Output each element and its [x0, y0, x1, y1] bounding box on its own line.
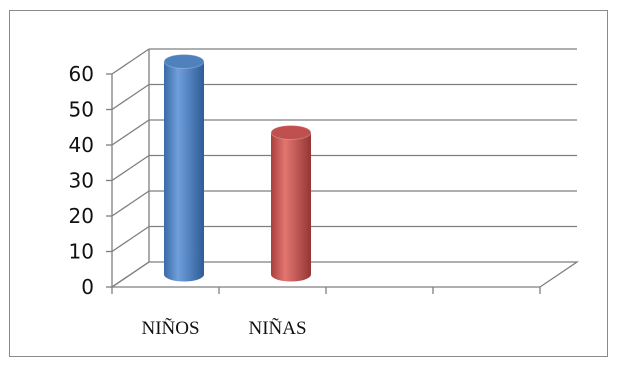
y-tick-label-0: 0	[81, 275, 94, 299]
wall-diagonal-10	[111, 225, 150, 253]
y-tick-label-10: 10	[69, 240, 94, 264]
x-category-labels: NIÑOS NIÑAS	[141, 317, 306, 339]
bars	[163, 54, 312, 282]
x-category-label-niñas: NIÑAS	[248, 317, 306, 339]
y-tick-label-50: 50	[69, 98, 94, 122]
wall-diagonal-20	[111, 190, 150, 217]
wall-diagonal-60	[111, 48, 150, 75]
x-category-label-niños: NIÑOS	[141, 317, 199, 339]
chart-floor	[109, 261, 580, 288]
axes	[106, 49, 580, 294]
bar-niñas	[270, 125, 312, 282]
y-tick-labels: 0 10 20 30 40 50 60	[69, 62, 94, 299]
wall-diagonal-50	[111, 83, 150, 111]
y-tick-label-60: 60	[69, 62, 94, 86]
y-tick-label-30: 30	[69, 169, 94, 193]
y-tick-label-20: 20	[69, 204, 94, 228]
y-tick-label-40: 40	[69, 133, 94, 157]
wall-diagonal-40	[111, 119, 150, 146]
wall-diagonal-30	[111, 154, 150, 182]
bar-niños	[163, 54, 205, 282]
